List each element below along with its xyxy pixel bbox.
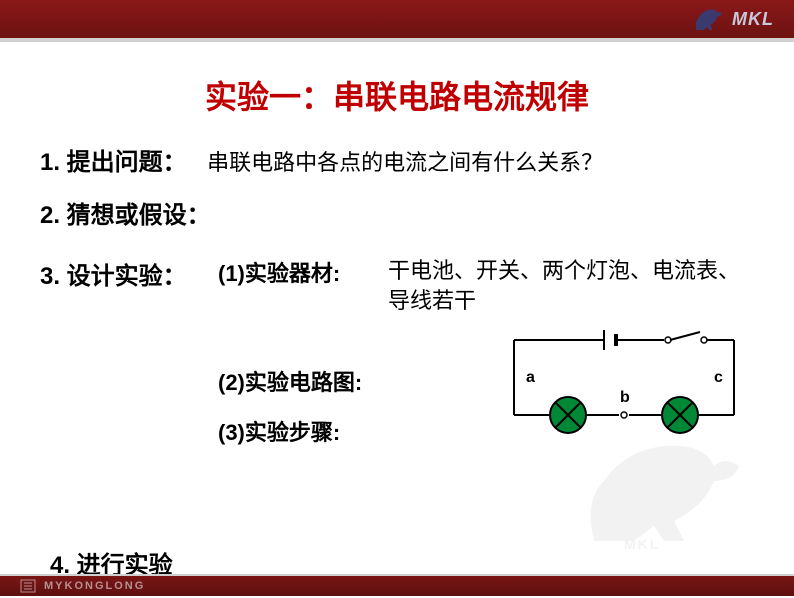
step-2-label: 2. 猜想或假设： <box>40 195 211 230</box>
footer-icon <box>20 579 36 593</box>
step-3-3-label: (3)实验步骤: <box>218 415 388 447</box>
circuit-node-c: c <box>714 369 723 386</box>
step-3-1-text: 干电池、开关、两个灯泡、电流表、导线若干 <box>388 256 754 315</box>
brand-text-top: MKL <box>732 9 774 30</box>
header-bar: MKL <box>0 0 794 38</box>
step-1-label: 1. 提出问题： <box>40 142 187 177</box>
step-3-1-label: (1)实验器材: <box>218 256 388 315</box>
circuit-diagram: a b c <box>504 320 744 440</box>
step-3-2-label: (2)实验电路图: <box>218 365 388 397</box>
step-1-text: 串联电路中各点的电流之间有什么关系？ <box>207 145 603 177</box>
footer-brand-text: MYKONGLONG <box>44 580 145 592</box>
circuit-node-a: a <box>526 369 535 386</box>
dinosaur-icon <box>692 4 726 34</box>
step-1: 1. 提出问题： 串联电路中各点的电流之间有什么关系？ <box>40 142 754 177</box>
circuit-node-b: b <box>620 389 630 406</box>
slide-title: 实验一：串联电路电流规律 <box>40 72 754 118</box>
step-2: 2. 猜想或假设： <box>40 195 754 230</box>
footer-bar: MYKONGLONG <box>0 574 794 596</box>
step-3-1: (1)实验器材: 干电池、开关、两个灯泡、电流表、导线若干 <box>218 256 754 315</box>
step-3-label: 3. 设计实验： <box>40 256 187 291</box>
brand-logo-top: MKL <box>692 4 774 34</box>
